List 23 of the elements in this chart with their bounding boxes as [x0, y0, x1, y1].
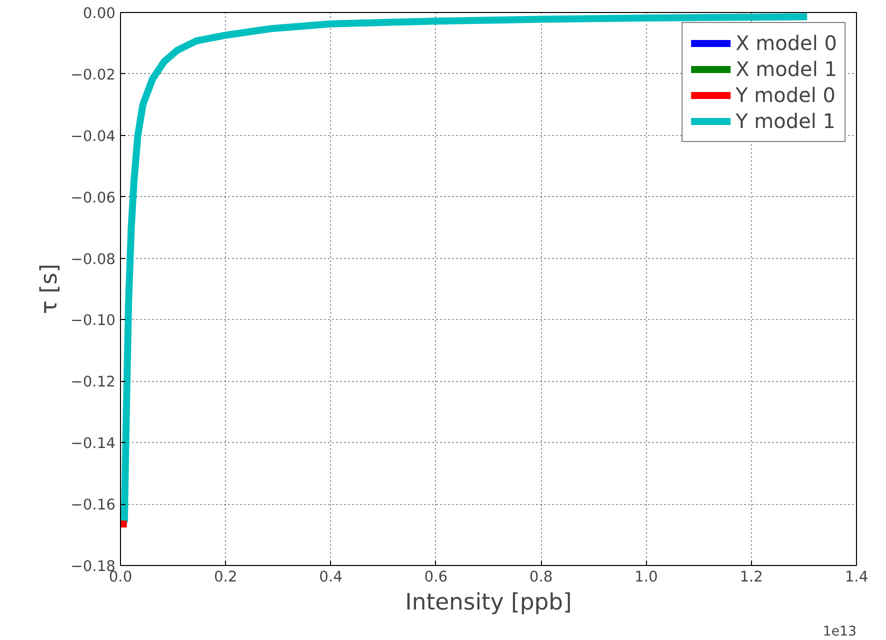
y-tick-label: −0.08 [70, 250, 116, 268]
legend-label: Y model 1 [736, 109, 836, 133]
y-tick-label: −0.02 [70, 66, 116, 84]
x-tick-label: 0.4 [319, 568, 342, 586]
legend-label: X model 0 [736, 31, 837, 55]
x-tick-label: 0.8 [529, 568, 553, 586]
x-tick-label: 1.0 [634, 568, 658, 586]
x-axis-title: Intensity [ppb] [405, 590, 572, 616]
y-tick-label: 0.00 [82, 5, 116, 22]
x-tick-label: 1.4 [844, 568, 868, 586]
y-tick-label: −0.06 [70, 189, 116, 206]
y-tick-label: −0.04 [70, 128, 116, 145]
y-tick-label: −0.10 [70, 312, 116, 330]
y-tick-label: −0.12 [70, 374, 116, 391]
text: 1e13 [822, 624, 856, 640]
legend-label: X model 1 [736, 57, 837, 81]
legend-label: Y model 0 [736, 83, 836, 107]
x-tick-label: 0.6 [424, 568, 448, 586]
y-axis-title: τ [s] [36, 264, 63, 314]
x-tick-label: 0.2 [214, 568, 238, 586]
x-tick-label: 1.2 [740, 568, 764, 586]
y-tick-label: −0.14 [70, 435, 116, 452]
y-tick-label: −0.16 [70, 496, 116, 514]
